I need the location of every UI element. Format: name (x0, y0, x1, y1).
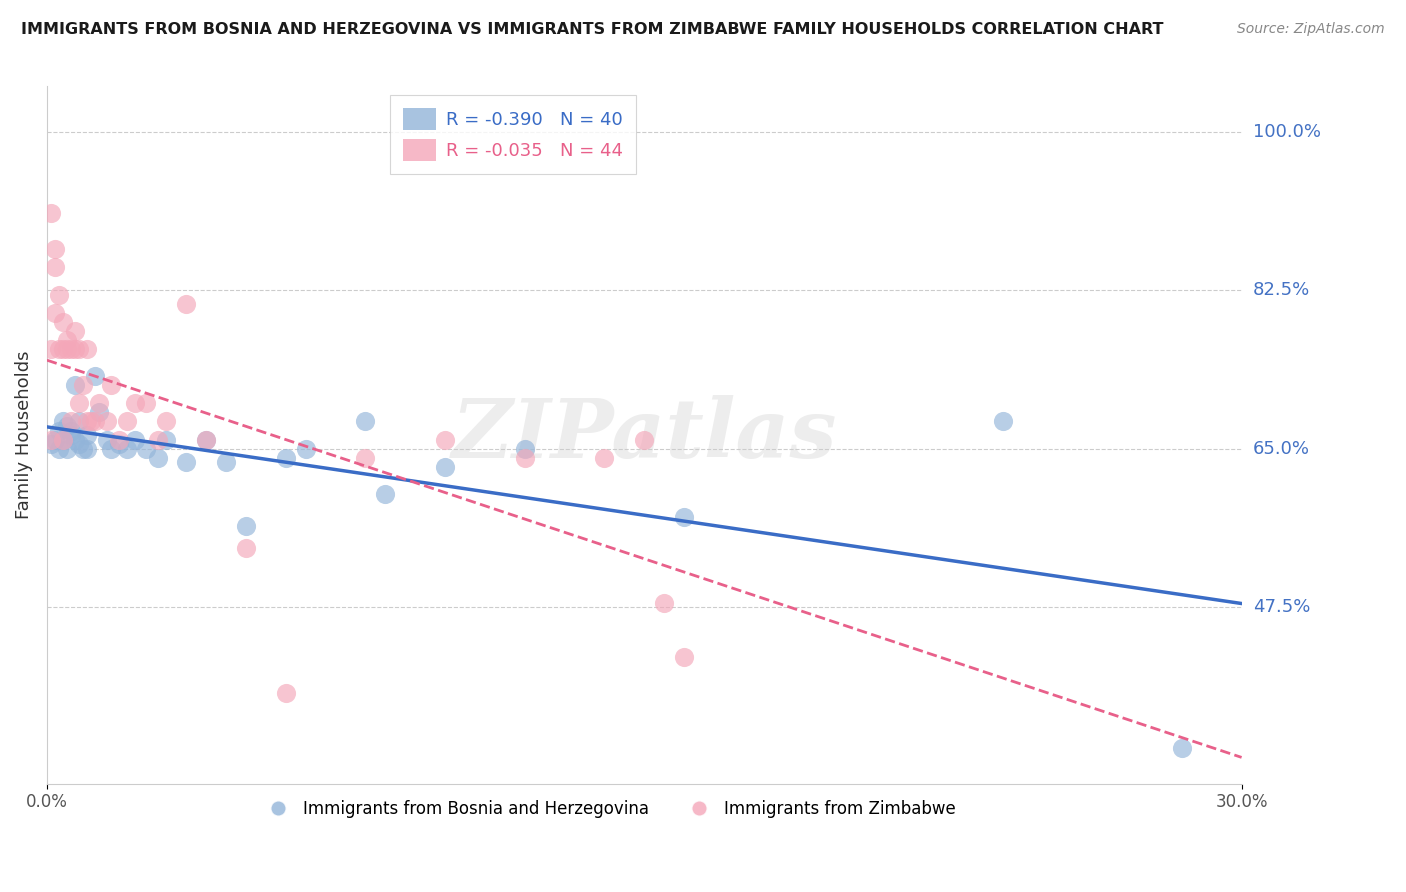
Text: 82.5%: 82.5% (1253, 281, 1310, 299)
Point (67, 437, 90, 451)
Text: 47.5%: 47.5% (1253, 599, 1310, 616)
Point (148, 450, 170, 465)
Point (155, 414, 177, 428)
Point (83, 369, 105, 384)
Point (274, 450, 297, 465)
Point (593, 450, 616, 465)
Point (39, 437, 62, 451)
Point (434, 433, 457, 447)
Point (115, 442, 138, 456)
Point (174, 455, 197, 469)
Point (148, 433, 170, 447)
Point (235, 541, 257, 556)
Point (434, 459, 457, 474)
Point (59, 342, 82, 356)
Point (76, 442, 98, 456)
Point (39, 433, 62, 447)
Point (56, 333, 79, 347)
Point (652, 596, 675, 610)
Point (124, 433, 146, 447)
Point (52, 315, 75, 329)
Point (52, 342, 75, 356)
Point (633, 433, 655, 447)
Point (76, 414, 98, 428)
Point (56, 442, 79, 456)
Point (56, 342, 79, 356)
Point (294, 442, 316, 456)
Point (56, 419, 79, 434)
Point (48, 287, 70, 301)
Point (100, 378, 122, 392)
Point (195, 433, 218, 447)
Point (991, 414, 1014, 428)
Point (673, 649, 696, 664)
Point (374, 487, 396, 501)
Point (44, 260, 66, 275)
Point (63, 433, 86, 447)
Point (135, 396, 157, 410)
Point (44, 243, 66, 257)
Point (67, 342, 90, 356)
Point (107, 433, 129, 447)
Point (67, 396, 90, 410)
Point (63, 342, 86, 356)
Text: 100.0%: 100.0% (1253, 122, 1320, 141)
Point (155, 433, 177, 447)
Point (215, 455, 238, 469)
Point (513, 442, 536, 456)
Text: IMMIGRANTS FROM BOSNIA AND HERZEGOVINA VS IMMIGRANTS FROM ZIMBABWE FAMILY HOUSEH: IMMIGRANTS FROM BOSNIA AND HERZEGOVINA V… (21, 22, 1164, 37)
Y-axis label: Family Households: Family Households (15, 351, 32, 519)
Point (76, 428, 98, 442)
Text: 65.0%: 65.0% (1253, 440, 1310, 458)
Point (87, 396, 110, 410)
Point (354, 450, 377, 465)
Point (195, 433, 218, 447)
Point (87, 405, 110, 419)
Point (63, 378, 86, 392)
Point (107, 437, 129, 451)
Point (83, 414, 105, 428)
Point (48, 342, 70, 356)
Point (235, 518, 257, 533)
Legend: Immigrants from Bosnia and Herzegovina, Immigrants from Zimbabwe: Immigrants from Bosnia and Herzegovina, … (254, 793, 962, 824)
Point (76, 342, 98, 356)
Point (72, 378, 94, 392)
Point (80, 414, 103, 428)
Point (1171, 740, 1194, 755)
Point (513, 450, 536, 465)
Point (100, 442, 122, 456)
Point (96, 433, 118, 447)
Point (48, 442, 70, 456)
Point (39, 342, 62, 356)
Point (52, 433, 75, 447)
Point (63, 324, 86, 338)
Point (67, 414, 90, 428)
Point (52, 414, 75, 428)
Point (115, 414, 138, 428)
Point (52, 433, 75, 447)
Point (39, 206, 62, 220)
Point (72, 442, 94, 456)
Point (274, 686, 297, 700)
Point (59, 428, 82, 442)
Point (48, 424, 70, 438)
Point (59, 424, 82, 438)
Point (44, 306, 66, 320)
Text: Source: ZipAtlas.com: Source: ZipAtlas.com (1237, 22, 1385, 37)
Point (96, 414, 118, 428)
Point (354, 414, 377, 428)
Point (135, 442, 157, 456)
Text: ZIPatlas: ZIPatlas (451, 395, 837, 475)
Point (174, 296, 197, 310)
Point (59, 414, 82, 428)
Point (124, 396, 146, 410)
Point (44, 433, 66, 447)
Point (673, 509, 696, 524)
